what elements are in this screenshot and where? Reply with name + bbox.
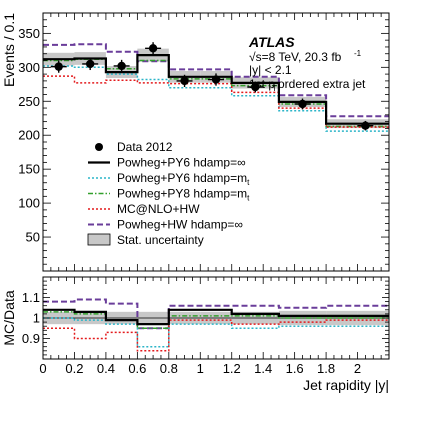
top-ytick-label: 300 [18,60,40,75]
atlas-label: ATLAS [248,34,295,50]
legend-label: Powheg+PY6 hdamp=mt [117,171,250,187]
series-line-top-3 [43,75,389,128]
series-line-top-4 [43,43,389,118]
energy-label: √s=8 TeV, 20.3 fb [249,50,342,64]
ratio-ytick-label: 1 [33,311,40,326]
data-point [148,44,158,53]
data-point [251,82,260,92]
legend-marker-data [95,143,103,151]
x-tick-label: 0.8 [160,361,178,376]
legend-label: Data 2012 [117,140,173,154]
top-ytick-label: 200 [18,128,40,143]
top-ytick-label: 350 [18,26,40,41]
top-ytick-label: 150 [18,162,40,177]
x-tick-label: 1.2 [223,361,241,376]
legend-label: Powheg+PY8 hdamp=mt [117,187,250,203]
top-ytick-label: 100 [18,196,40,211]
x-tick-label: 0.4 [97,361,115,376]
x-tick-label: 1.4 [254,361,272,376]
legend-label: Stat. uncertainty [117,233,204,247]
series-line-ratio-0 [43,308,389,326]
top-ytick-label: 250 [18,94,40,109]
legend-label: MC@NLO+HW [117,202,200,216]
x-tick-label: 0.2 [65,361,83,376]
x-tick-label: 1.8 [317,361,335,376]
data-point [85,59,95,69]
top-y-axis-title: Events / 0.1 [1,13,17,87]
data-point [180,76,189,86]
x-tick-label: 2 [354,361,361,376]
ratio-ytick-label: 0.9 [22,331,40,346]
x-axis-title: Jet rapidity |y| [303,377,389,393]
selection-label-subscript: T [272,84,277,93]
series-line-ratio-4 [43,298,389,330]
data-point [298,99,307,109]
x-tick-label: 1 [197,361,204,376]
ratio-panel-plot [43,298,389,352]
selection-label-suffix: ordered extra jet [278,77,366,91]
legend-label: Powheg+PY6 hdamp=∞ [117,156,246,170]
data-point [211,75,221,84]
selection-label-prefix: 1st p [249,77,275,91]
x-tick-label: 1.6 [286,361,304,376]
legend-marker-band [87,233,111,246]
energy-label-superscript: -1 [354,49,362,58]
ratio-ytick-label: 1.1 [22,290,40,305]
legend-label: Powheg+HW hdamp=∞ [117,218,243,232]
data-point [54,62,63,71]
rapidity-cut-label: |y| < 2.1 [249,63,292,77]
data-point [361,121,370,130]
top-panel-plot [43,42,389,132]
top-ytick-label: 50 [26,230,40,245]
x-tick-label: 0 [39,361,46,376]
data-point [117,61,126,71]
ratio-y-axis-title: MC/Data [1,290,17,345]
x-tick-label: 0.6 [128,361,146,376]
